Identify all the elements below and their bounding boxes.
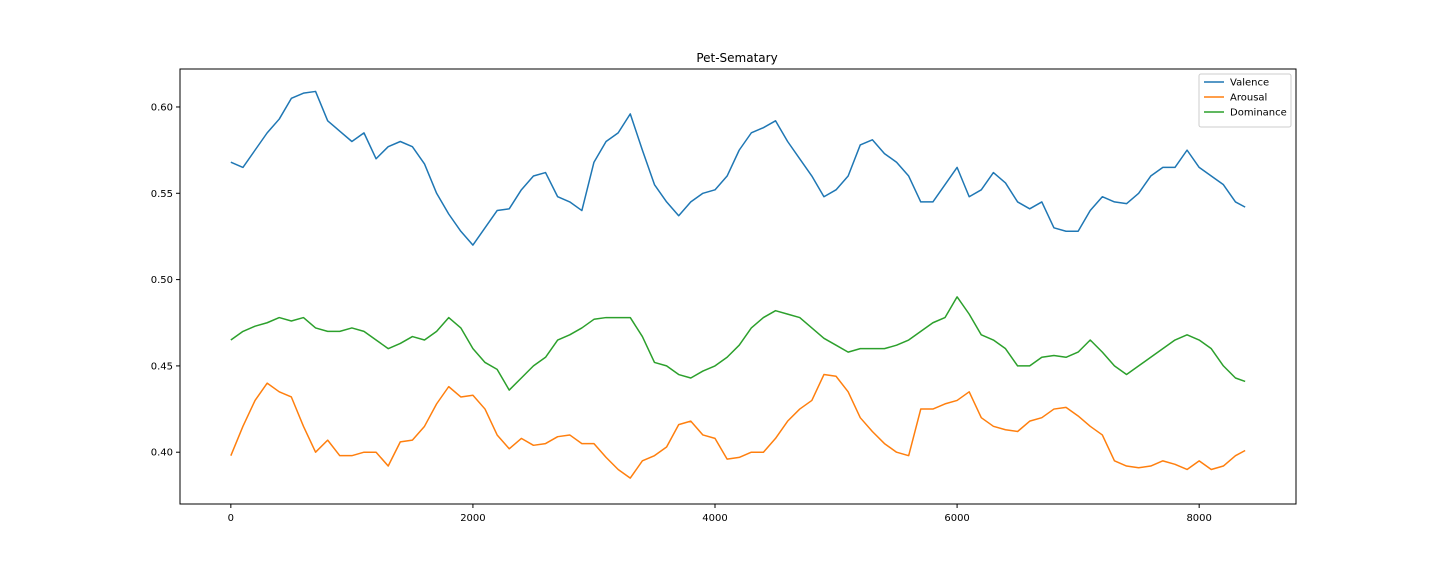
x-tick-label: 4000 <box>702 513 727 524</box>
legend: Valence Arousal Dominance <box>1198 73 1292 128</box>
legend-label-dominance: Dominance <box>1230 108 1287 119</box>
x-tick-label: 2000 <box>460 513 485 524</box>
legend-label-arousal: Arousal <box>1230 93 1267 104</box>
plot-area-frame <box>179 68 1297 505</box>
series-line-dominance <box>230 296 1246 391</box>
series-layer <box>230 90 1246 479</box>
x-tick-label: 8000 <box>1186 513 1211 524</box>
series-line-valence <box>230 90 1246 246</box>
y-tick-label: 0.40 <box>151 448 173 459</box>
chart-title: Pet-Sematary <box>696 51 777 65</box>
y-tick-label: 0.55 <box>151 189 173 200</box>
x-tick-label: 0 <box>228 513 234 524</box>
x-tick-label: 6000 <box>944 513 969 524</box>
x-axis: 0 2000 4000 6000 8000 <box>228 504 1212 524</box>
y-axis: 0.40 0.45 0.50 0.55 0.60 <box>151 102 180 459</box>
y-tick-label: 0.60 <box>151 102 173 113</box>
series-line-arousal <box>230 373 1246 479</box>
y-tick-label: 0.45 <box>151 361 173 372</box>
legend-box <box>1198 73 1292 128</box>
y-tick-label: 0.50 <box>151 275 173 286</box>
legend-label-valence: Valence <box>1230 78 1269 89</box>
